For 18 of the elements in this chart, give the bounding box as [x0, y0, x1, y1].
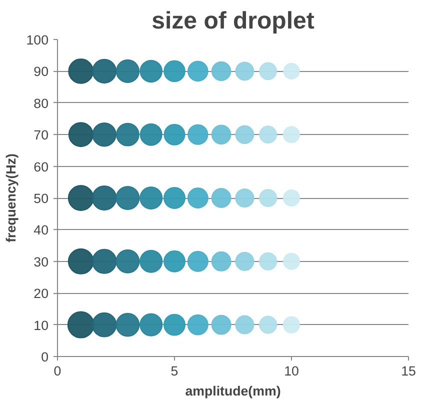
x-tick-label: 5	[170, 364, 178, 378]
y-tick-label: 10	[34, 318, 49, 333]
x-tick-label: 10	[284, 364, 299, 378]
y-axis-title: frequency(Hz)	[3, 154, 18, 242]
chart-title: size of droplet	[152, 8, 314, 34]
x-tick-label: 15	[401, 364, 416, 378]
y-tick-label: 70	[34, 128, 49, 143]
y-tick-label: 60	[34, 159, 49, 174]
y-tick-label: 40	[34, 222, 49, 238]
y-tick-label: 20	[34, 286, 49, 302]
x-axis-title: amplitude(mm)	[185, 384, 281, 398]
y-tick-label: 100	[26, 32, 49, 48]
y-tick-label: 0	[41, 350, 49, 364]
y-tick-label: 90	[34, 64, 49, 80]
x-tick-label: 0	[54, 364, 62, 378]
y-tick-label: 80	[34, 96, 49, 111]
y-tick-label: 30	[34, 254, 49, 270]
y-tick-label: 50	[34, 191, 49, 206]
